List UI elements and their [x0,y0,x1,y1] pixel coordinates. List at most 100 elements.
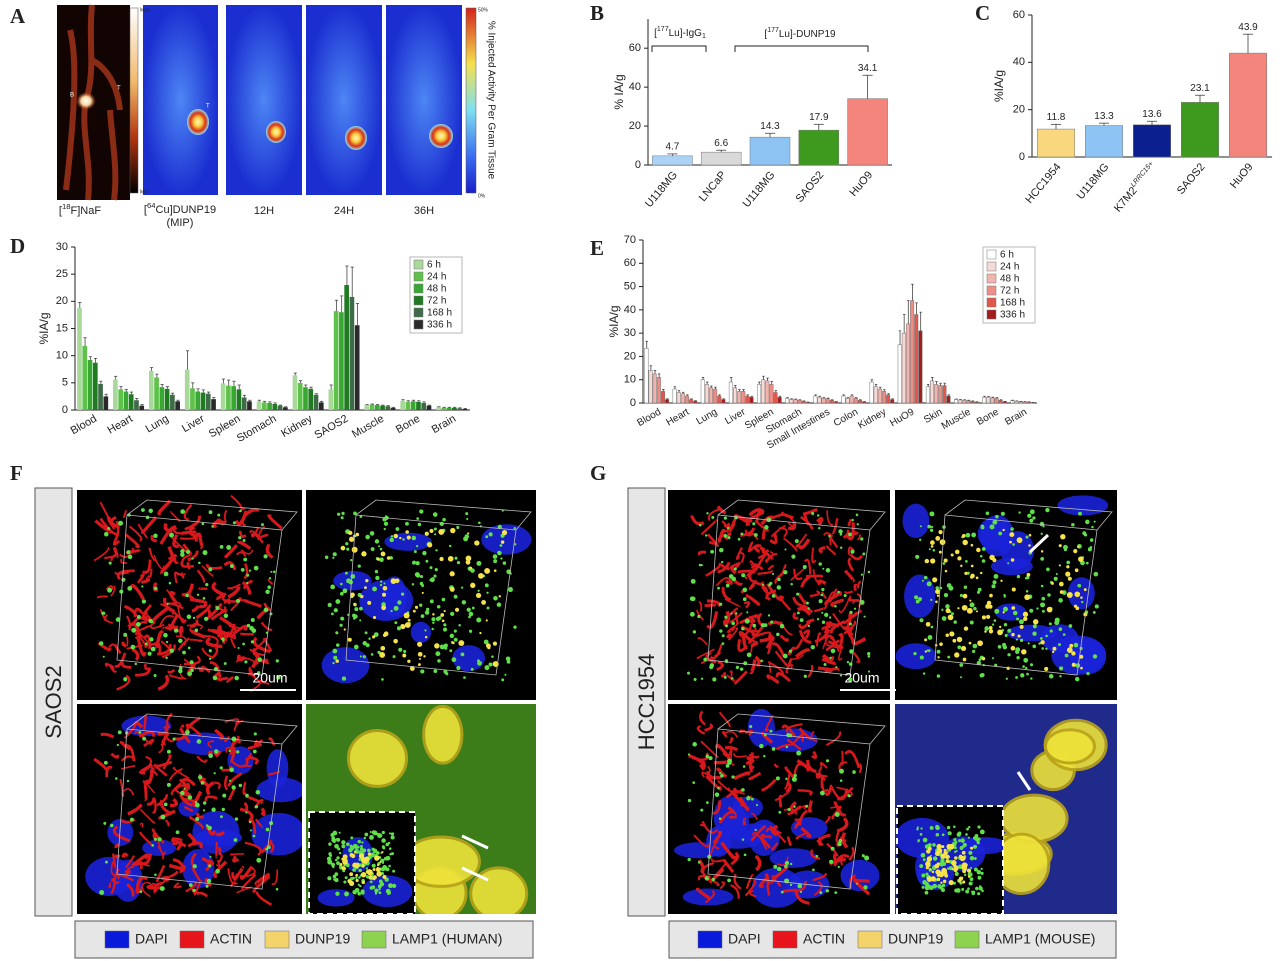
lysosome [190,668,194,673]
legend-label: ACTIN [803,931,845,947]
bar [934,384,939,404]
actin [804,558,812,575]
actin [187,550,199,562]
dunp19 [1010,645,1016,651]
lysosome [719,772,722,775]
actin [196,812,205,819]
actin [196,891,208,898]
lysosome [825,889,830,893]
lysosome [436,604,441,609]
actin [186,624,203,630]
actin [718,810,735,824]
lysosome [382,862,385,865]
lysosome [936,674,941,678]
lysosome [213,772,216,775]
actin [167,546,179,564]
actin [227,586,241,599]
lysosome [822,567,825,570]
lysosome [1039,521,1045,527]
lysosome [1089,538,1094,542]
lysosome [513,625,517,629]
lysosome [359,515,363,519]
actin [827,532,839,549]
lysosome [331,862,335,867]
dunp19 [372,615,377,620]
bar [749,136,791,166]
cube-outline [707,499,886,676]
lysosome [358,850,363,855]
lysosome [173,628,179,633]
dunp19 [381,605,387,611]
label: [64Cu]DUNP19 [144,201,216,216]
lysosome [381,845,385,849]
lysosome [824,612,829,617]
colorbar [129,7,139,194]
lysosome [1075,677,1079,681]
bar [942,385,947,404]
marker: T [117,86,121,92]
lysosome [349,844,353,848]
actin [243,563,249,580]
lysosome [194,802,200,808]
lysosome [333,655,338,660]
actin [707,507,723,521]
dunp19 [339,863,343,866]
bar [672,388,677,404]
lysosome [372,586,377,592]
lysosome [1026,672,1029,676]
lysosome [348,847,353,853]
dunp19 [962,657,967,662]
legend-label: 6 h [1000,250,1014,261]
actin [242,782,247,795]
legend-swatch [413,295,424,306]
lysosome [739,667,744,671]
bar [390,407,396,410]
actin [858,763,863,774]
lysosome [127,554,133,560]
arrow [1028,533,1050,554]
dunp19 [1040,550,1044,553]
lysosome [816,618,820,621]
actin [728,815,737,819]
y-tick-label: 0 [62,404,68,416]
lysosome [700,808,704,812]
dunp19 [379,652,386,658]
lysosome [466,517,469,520]
dunp19 [382,874,387,879]
panel-a: B T T Max Min 50% 0% % Injected Activity… [57,4,496,201]
actin [257,525,266,541]
dunp19 [976,547,981,553]
lysosome [1005,677,1008,680]
lysosome [1071,522,1075,527]
lysosome [223,613,229,619]
lysosome [242,642,245,646]
actin [748,508,765,517]
lysosome [268,577,272,580]
lysosome [1059,666,1064,671]
lysosome [119,589,124,594]
lysosome [420,669,425,674]
lysosome [127,586,133,591]
lysosome [229,564,234,569]
category: SAOS2 [1175,161,1208,197]
dunp19 [441,619,445,623]
lysosome [415,561,420,566]
y-tick-label: 40 [629,81,641,93]
lysosome [334,872,339,876]
lysosome [341,511,345,516]
lysosome [821,587,825,592]
lysosome [202,801,207,805]
lysosome [141,585,144,588]
actin [713,651,721,658]
lysosome [390,852,394,856]
actin [217,852,223,864]
side-label-box [34,487,73,917]
dunp19 [925,865,930,870]
lysosome [364,832,369,837]
lysosome [785,745,789,749]
actin [112,825,131,843]
lysosome [478,521,481,525]
dunp19 [980,571,983,575]
lysosome [172,737,176,741]
actin [184,515,201,531]
